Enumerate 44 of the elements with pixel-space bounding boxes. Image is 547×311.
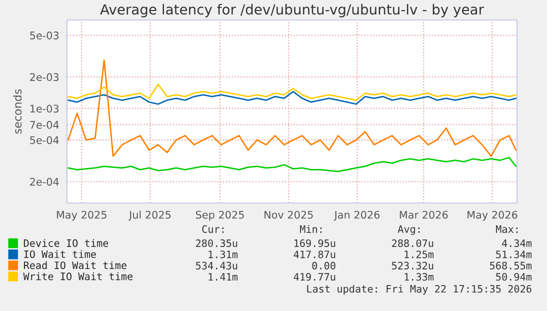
text: 51.34m <box>496 250 532 258</box>
text: Last update: Fri May 22 17:15:35 2026 <box>307 284 532 295</box>
line-series <box>67 84 517 101</box>
x-tick-label: May 2026 <box>468 210 518 221</box>
x-tick-label: Jan 2026 <box>334 210 380 221</box>
text: 534.43u <box>196 262 238 270</box>
y-tick-label: 5e-03 <box>30 32 59 40</box>
legend-label: IO Wait time <box>24 250 96 258</box>
y-tick-label: 2e-03 <box>30 73 59 82</box>
text: 280.35u <box>196 239 238 248</box>
x-tick-label: Nov 2025 <box>264 210 313 219</box>
text: 1.41m <box>208 273 238 281</box>
legend-label: Device IO time <box>24 239 108 247</box>
y-tick-label: 5e-04 <box>30 136 59 144</box>
text: 568.55m <box>490 262 532 270</box>
text: 523.32u <box>392 262 434 270</box>
y-axis-title: seconds <box>13 89 22 134</box>
y-tick-label: 7e-04 <box>30 120 59 129</box>
y-tick-label: 1e-03 <box>30 104 59 113</box>
text: 1.33m <box>404 273 434 281</box>
text: 169.95u <box>294 239 336 248</box>
chart-title: Average latency for /dev/ubuntu-vg/ubuntu-lv - by year <box>100 4 484 18</box>
x-tick-label: Jul 2025 <box>128 210 171 221</box>
text: 1.31m <box>208 250 238 258</box>
line-series <box>67 156 517 172</box>
x-tick-label: May 2025 <box>56 210 106 221</box>
x-tick-label: Mar 2026 <box>400 210 448 219</box>
line-series <box>67 59 517 157</box>
text: Avg: <box>398 225 420 235</box>
text: 50.94m <box>496 273 532 281</box>
text: Min: <box>300 225 322 233</box>
legend-label: Write IO Wait time <box>23 272 133 280</box>
text: 417.87u <box>294 250 336 258</box>
text: 288.07u <box>392 239 434 248</box>
text: Max: <box>496 225 518 233</box>
text: Cur: <box>202 225 224 233</box>
y-tick-label: 2e-04 <box>30 178 59 186</box>
x-tick-label: Sep 2025 <box>196 210 244 221</box>
text: 0.00 <box>312 262 336 270</box>
text: 1.25m <box>404 250 434 258</box>
legend-label: Read IO Wait time <box>24 261 126 270</box>
line-series <box>67 90 517 105</box>
text: 419.77u <box>294 273 336 281</box>
text: 4.34m <box>502 239 532 248</box>
